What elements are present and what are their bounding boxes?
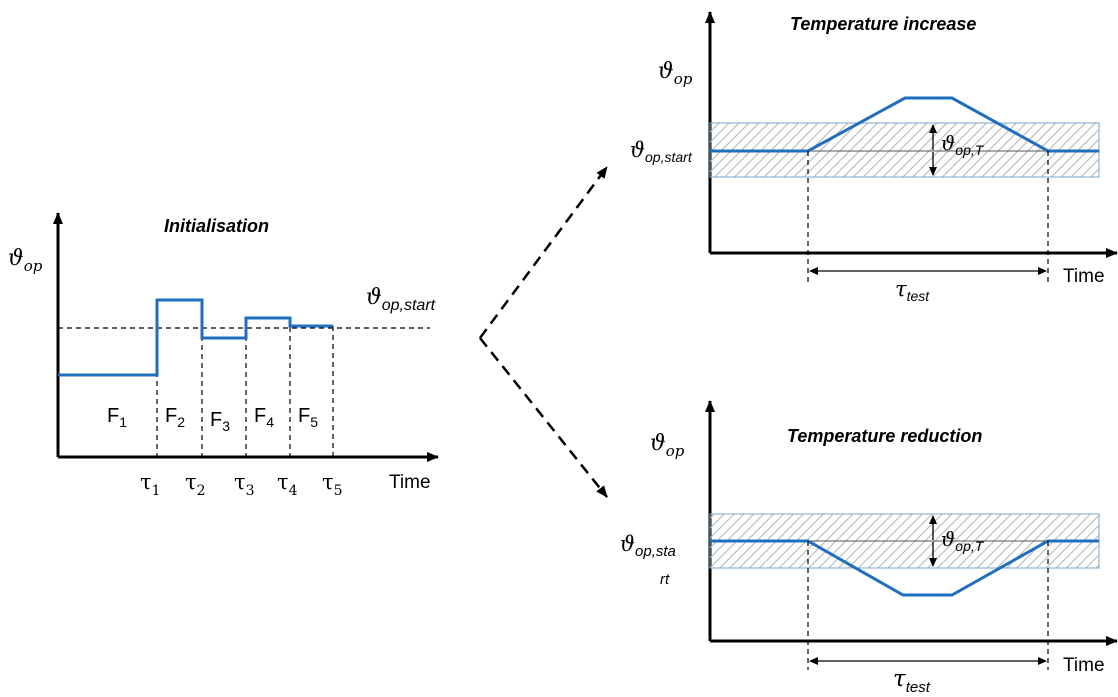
reduction-temperature-curve [710, 539, 1099, 597]
init-phase-separators [156, 300, 334, 457]
phase-label-f1: F1 [107, 405, 127, 430]
reduction-start-label: ϑop,sta [620, 532, 676, 560]
phase-label-f3: F3 [210, 409, 230, 434]
reduction-x-label: Time [1063, 655, 1105, 676]
increase-duration-label: τtest [895, 277, 930, 304]
init-x-label: Time [389, 472, 431, 493]
time-label-tau2: τ2 [185, 470, 206, 499]
init-temperature-curve [58, 298, 333, 377]
phase-label-f4: F4 [254, 405, 274, 430]
increase-y-label: ϑop [658, 59, 693, 88]
init-ref-label: ϑop,start [366, 285, 436, 314]
branch-arrows [478, 166, 609, 498]
time-label-tau1: τ1 [140, 470, 161, 499]
increase-start-label: ϑop,start [630, 138, 693, 165]
reduction-panel: Temperature reduction ϑop ϑop,sta rt ϑop… [620, 400, 1118, 696]
initialisation-panel: Initialisation ϑop ϑop,start F1 F2 F3 F4… [8, 212, 439, 499]
phase-label-f2: F2 [165, 405, 185, 430]
phase-label-f5: F5 [298, 405, 318, 430]
increase-panel: Temperature increase ϑop ϑop,start ϑop,T… [630, 11, 1118, 304]
arrow-to-reduction [479, 337, 608, 498]
increase-x-label: Time [1063, 266, 1105, 287]
init-time-labels: τ1 τ2 τ3 τ4 τ5 [140, 470, 343, 499]
initialisation-title: Initialisation [164, 216, 269, 236]
reduction-duration-label: τtest [893, 666, 931, 696]
increase-band-label: ϑop,T [941, 131, 985, 158]
arrow-to-increase [478, 166, 609, 339]
increase-title: Temperature increase [790, 14, 976, 34]
time-label-tau3: τ3 [234, 470, 255, 499]
init-phase-labels: F1 F2 F3 F4 F5 [107, 405, 318, 434]
reduction-y-label: ϑop [650, 431, 685, 460]
time-label-tau5: τ5 [322, 470, 343, 499]
increase-temperature-curve [710, 96, 1099, 153]
init-y-label: ϑop [8, 246, 43, 275]
reduction-start-label-continued: rt [660, 571, 670, 588]
reduction-band-label: ϑop,T [941, 527, 985, 554]
reduction-title: Temperature reduction [787, 426, 982, 446]
time-label-tau4: τ4 [277, 470, 298, 499]
